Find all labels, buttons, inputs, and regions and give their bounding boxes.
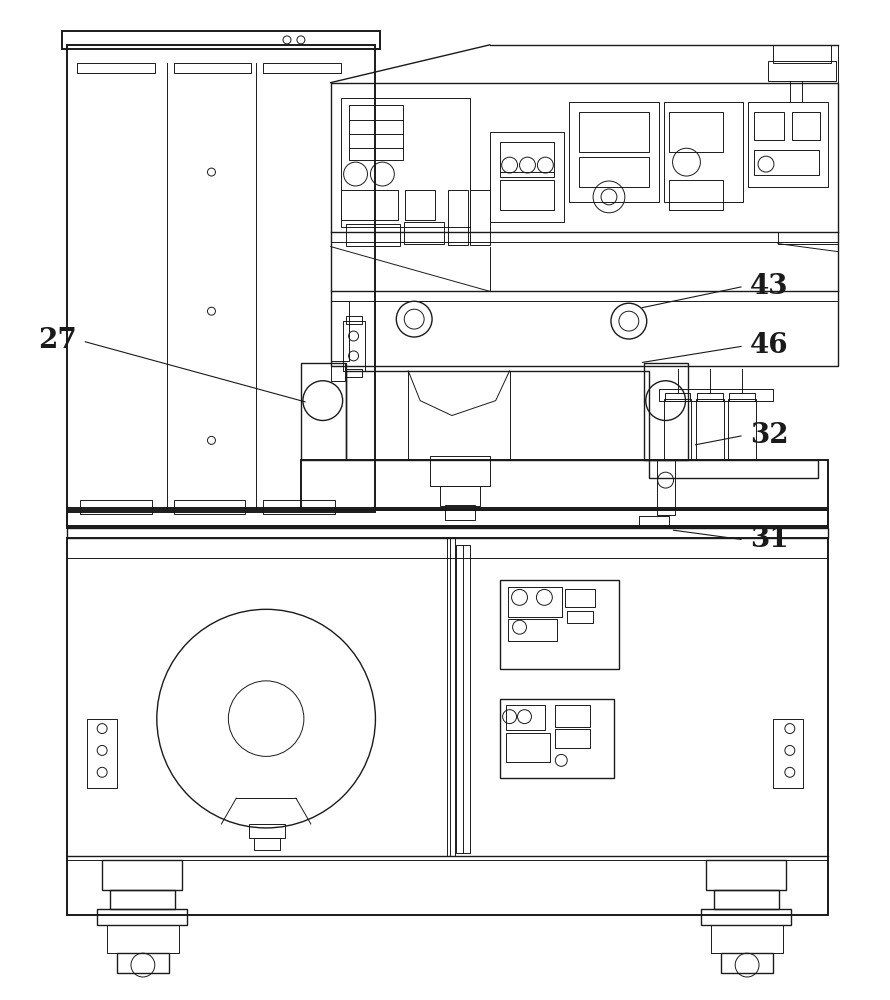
Bar (579, 112, 649, 152)
Bar (506, 733, 550, 762)
Text: 27: 27 (38, 327, 77, 354)
Bar (345, 371, 649, 460)
Bar (579, 157, 649, 187)
Bar (80, 500, 152, 514)
Text: 46: 46 (750, 332, 789, 359)
Bar (698, 393, 724, 401)
Text: 31: 31 (750, 526, 789, 553)
Bar (117, 953, 169, 973)
Bar (107, 925, 179, 953)
Bar (430, 456, 490, 486)
Bar (728, 399, 756, 460)
Bar (301, 460, 828, 510)
Bar (263, 63, 341, 73)
Bar (174, 500, 246, 514)
Bar (499, 142, 554, 177)
Bar (707, 860, 786, 890)
Bar (174, 63, 251, 73)
Bar (664, 399, 692, 460)
Bar (345, 369, 361, 377)
Bar (748, 102, 828, 187)
Bar (102, 860, 182, 890)
Bar (565, 589, 595, 607)
Bar (657, 460, 675, 515)
Bar (470, 190, 490, 245)
Bar (499, 580, 619, 669)
Bar (345, 224, 400, 246)
Bar (701, 909, 791, 925)
Bar (659, 389, 773, 401)
Bar (331, 363, 344, 381)
Bar (649, 460, 818, 478)
Bar (456, 545, 470, 853)
Bar (255, 838, 280, 850)
Bar (668, 112, 724, 152)
Bar (668, 180, 724, 210)
Bar (555, 705, 590, 727)
Bar (405, 190, 435, 220)
Bar (696, 399, 724, 460)
Bar (555, 729, 590, 748)
Bar (331, 83, 837, 366)
Bar (490, 132, 564, 222)
Bar (341, 98, 470, 227)
Bar (778, 232, 837, 244)
Bar (507, 619, 557, 641)
Bar (567, 611, 593, 623)
Bar (440, 486, 480, 506)
Bar (341, 190, 399, 220)
Bar (506, 705, 546, 730)
Bar (773, 45, 830, 63)
Bar (404, 222, 444, 244)
Bar (499, 699, 614, 778)
Bar (110, 890, 174, 909)
Bar (507, 587, 562, 617)
Bar (263, 500, 335, 514)
Bar (62, 31, 380, 49)
Bar (349, 105, 403, 160)
Bar (77, 63, 155, 73)
Bar (643, 363, 689, 460)
Text: 32: 32 (750, 422, 789, 449)
Bar (768, 61, 836, 81)
Bar (343, 321, 365, 371)
Bar (792, 112, 820, 140)
Bar (68, 538, 828, 915)
Bar (664, 102, 743, 202)
Bar (87, 719, 117, 788)
Bar (570, 102, 659, 202)
Bar (445, 505, 474, 520)
Bar (448, 190, 468, 245)
Bar (721, 953, 773, 973)
Bar (447, 538, 455, 856)
Bar (68, 528, 828, 538)
Bar (773, 719, 803, 788)
Bar (249, 824, 285, 838)
Bar (729, 393, 755, 401)
Bar (68, 526, 828, 538)
Bar (345, 316, 361, 324)
Bar (331, 301, 349, 361)
Bar (68, 508, 828, 526)
Bar (97, 909, 187, 925)
Bar (711, 925, 783, 953)
Bar (68, 510, 828, 528)
Text: 43: 43 (750, 273, 789, 300)
Bar (499, 180, 554, 210)
Bar (754, 112, 784, 140)
Bar (754, 150, 819, 175)
Bar (68, 45, 376, 512)
Bar (715, 890, 779, 909)
Bar (301, 363, 345, 460)
Bar (639, 516, 668, 528)
Bar (665, 393, 691, 401)
